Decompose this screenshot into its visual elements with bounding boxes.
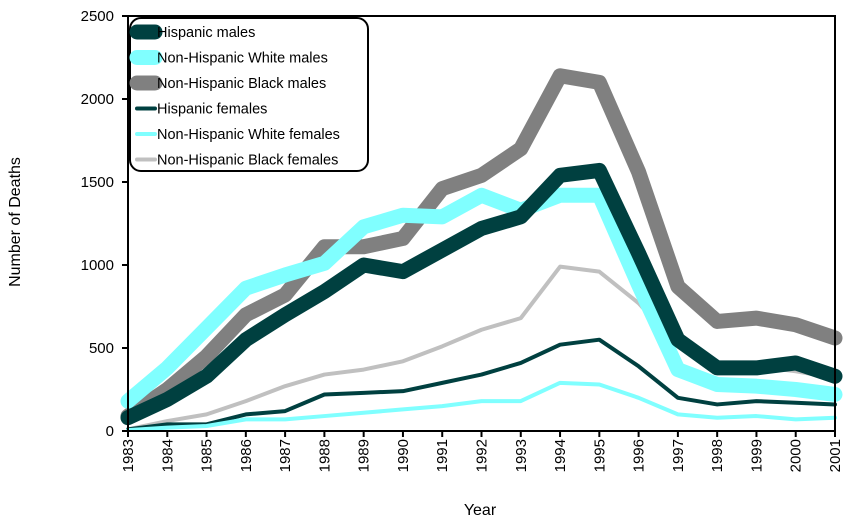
x-tick-label: 1996 [631,439,648,472]
x-tick-label: 1986 [238,439,255,472]
x-tick-label: 1993 [513,439,530,472]
y-tick-label: 1000 [81,257,114,274]
x-tick-label: 1998 [709,439,726,472]
x-tick-label: 2001 [827,439,844,472]
x-tick-label: 1995 [591,439,608,472]
x-tick-label: 1999 [748,439,765,472]
y-axis-title: Number of Deaths [7,157,24,287]
x-tick-label: 1983 [120,439,137,472]
legend-label: Non-Hispanic White males [157,51,328,67]
x-tick-label: 1984 [159,439,176,472]
legend-label: Hispanic males [157,25,255,41]
x-tick-label: 1992 [474,439,491,472]
x-tick-label: 1985 [199,439,216,472]
y-tick-label: 2500 [81,8,114,25]
x-tick-label: 1989 [356,439,373,472]
x-tick-label: 1991 [434,439,451,472]
y-tick-label: 1500 [81,174,114,191]
legend-label: Non-Hispanic Black males [157,76,326,92]
x-tick-label: 1994 [552,439,569,472]
x-tick-label: 1990 [395,439,412,472]
x-axis-title: Year [464,502,497,519]
y-tick-label: 0 [106,423,114,440]
y-tick-label: 2000 [81,91,114,108]
x-tick-label: 1988 [316,439,333,472]
legend-label: Non-Hispanic White females [157,127,340,143]
x-tick-label: 1987 [277,439,294,472]
legend-label: Non-Hispanic Black females [157,153,338,169]
x-tick-label: 2000 [788,439,805,472]
x-tick-label: 1997 [670,439,687,472]
y-tick-label: 500 [89,340,114,357]
legend: Hispanic males Non-Hispanic White males No… [130,18,368,171]
legend-label: Hispanic females [157,102,267,118]
